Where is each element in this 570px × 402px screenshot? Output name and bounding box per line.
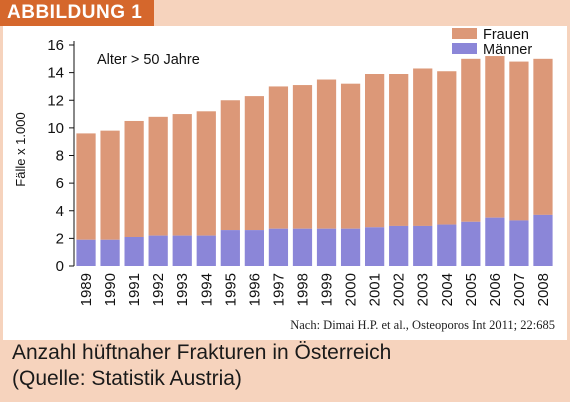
x-tick-label-2003: 2003 — [415, 273, 432, 306]
x-tick-label-1995: 1995 — [222, 273, 239, 306]
x-tick-label-1990: 1990 — [102, 273, 119, 306]
bar-frauen-1995 — [220, 100, 240, 231]
bar-frauen-1993 — [172, 114, 192, 236]
x-tick-label-1992: 1992 — [150, 273, 167, 306]
bar-maenner-1995 — [220, 230, 240, 266]
y-tick-label-2: 2 — [56, 230, 64, 247]
bar-maenner-1994 — [196, 235, 216, 266]
x-tick-label-2005: 2005 — [463, 273, 480, 306]
caption-line-1: Anzahl hüftnaher Frakturen in Österreich — [12, 341, 392, 364]
bar-maenner-1996 — [244, 230, 264, 266]
chart-panel: 1989 1990 1991 1992 1993 1994 1995 1996 1997 1998… — [3, 26, 567, 340]
x-tick-label-1999: 1999 — [319, 273, 336, 306]
y-tick-label-0: 0 — [56, 258, 64, 275]
bar-maenner-1998 — [292, 228, 313, 266]
legend-swatch-maenner — [452, 43, 477, 54]
legend-swatch-frauen — [452, 28, 477, 39]
x-tick-label-1998: 1998 — [294, 273, 311, 306]
y-tick-label-8: 8 — [56, 148, 64, 165]
bar-maenner-1993 — [172, 235, 192, 266]
bar-frauen-2008 — [533, 58, 553, 215]
bar-maenner-2001 — [365, 227, 385, 266]
x-tick-label-2007: 2007 — [511, 273, 528, 306]
x-tick-label-2004: 2004 — [439, 273, 456, 306]
x-tick-label-1994: 1994 — [198, 273, 215, 306]
bar-maenner-1997 — [268, 228, 289, 266]
bar-frauen-1991 — [124, 120, 144, 237]
bar-maenner-2008 — [533, 214, 553, 266]
x-tick-label-2006: 2006 — [487, 273, 504, 306]
bar-frauen-1999 — [316, 79, 337, 229]
y-tick-label-6: 6 — [56, 175, 64, 192]
bar-maenner-2003 — [413, 225, 433, 266]
x-tick-label-2008: 2008 — [535, 273, 552, 306]
bar-frauen-2002 — [389, 74, 409, 226]
x-tick-label-2000: 2000 — [343, 273, 360, 306]
x-tick-label-2001: 2001 — [367, 273, 384, 306]
bar-frauen-2005 — [461, 58, 481, 222]
x-tick-label-1989: 1989 — [78, 273, 95, 306]
bar-frauen-1998 — [292, 85, 313, 229]
bar-frauen-1997 — [268, 86, 289, 229]
bar-maenner-1992 — [148, 235, 168, 266]
bar-frauen-2007 — [509, 61, 529, 221]
x-tick-label-1997: 1997 — [270, 273, 287, 306]
x-tick-label-2002: 2002 — [391, 273, 408, 306]
x-tick-label-1996: 1996 — [246, 273, 263, 306]
bar-frauen-1990 — [100, 130, 120, 240]
bar-maenner-2000 — [340, 228, 361, 266]
source-note: Nach: Dimai H.P. et al., Osteoporos Int … — [290, 318, 555, 332]
legend-label-frauen: Frauen — [483, 27, 529, 43]
chart-annotation: Alter > 50 Jahre — [97, 52, 200, 68]
bar-maenner-2005 — [461, 221, 481, 266]
bar-maenner-1999 — [316, 228, 337, 266]
bar-maenner-1989 — [76, 239, 96, 266]
figure-caption: Anzahl hüftnaher Frakturen in Österreich… — [12, 340, 391, 392]
bar-maenner-2006 — [485, 217, 505, 266]
bar-frauen-2003 — [413, 68, 433, 226]
bar-frauen-1992 — [148, 116, 168, 236]
legend-label-maenner: Männer — [483, 42, 532, 58]
bar-frauen-2001 — [365, 74, 385, 228]
x-tick-label-1991: 1991 — [126, 273, 143, 306]
bar-frauen-1994 — [196, 111, 216, 236]
caption-line-2: (Quelle: Statistik Austria) — [12, 367, 242, 390]
x-tick-label-1993: 1993 — [174, 273, 191, 306]
y-tick-label-12: 12 — [47, 92, 64, 109]
y-axis-title: Fälle x 1.000 — [13, 112, 28, 186]
y-tick-label-4: 4 — [56, 203, 64, 220]
bar-frauen-1989 — [76, 133, 96, 240]
y-tick-label-16: 16 — [47, 37, 64, 54]
figure-label: ABBILDUNG 1 — [0, 0, 155, 26]
y-tick-label-14: 14 — [47, 65, 64, 82]
stacked-bar-chart: 1989 1990 1991 1992 1993 1994 1995 1996 1997 1998… — [13, 27, 553, 306]
bar-maenner-2004 — [437, 224, 457, 266]
y-tick-label-10: 10 — [47, 120, 64, 137]
bar-frauen-2006 — [485, 56, 505, 218]
bar-maenner-1990 — [100, 239, 120, 266]
bar-maenner-2002 — [389, 225, 409, 266]
bar-maenner-1991 — [124, 236, 144, 266]
bar-frauen-1996 — [244, 96, 264, 231]
bar-frauen-2000 — [340, 83, 361, 229]
bar-frauen-2004 — [437, 71, 457, 225]
bar-maenner-2007 — [509, 220, 529, 266]
